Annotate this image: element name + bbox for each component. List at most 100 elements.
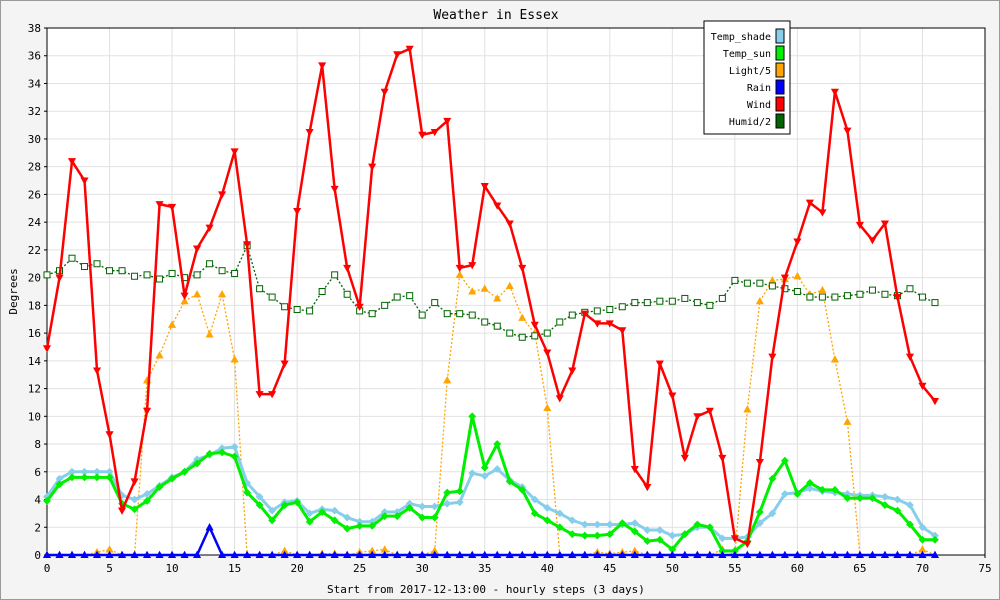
data-point-temp-sun (405, 503, 414, 512)
data-point-humid-2 (656, 297, 664, 305)
data-point-temp-shade (543, 503, 552, 512)
legend-swatch-temp-shade (775, 28, 785, 44)
plot-area (47, 28, 985, 555)
data-point-temp-sun (906, 520, 914, 529)
data-point-wind (42, 345, 52, 353)
data-point-wind (493, 202, 502, 210)
data-point-temp-sun (805, 478, 814, 487)
data-point-rain (168, 550, 177, 559)
data-point-temp-shade (130, 495, 139, 504)
x-tick-label: 45 (603, 562, 616, 575)
data-point-wind (92, 367, 102, 375)
data-point-rain (655, 550, 664, 559)
y-tick-label: 18 (28, 299, 41, 312)
data-point-rain (67, 550, 77, 559)
data-point-temp-shade (906, 501, 914, 509)
data-point-rain (430, 550, 439, 559)
data-point-humid-2 (256, 285, 264, 293)
y-tick-label: 36 (28, 50, 41, 63)
data-point-temp-sun (605, 530, 614, 539)
data-point-temp-shade (268, 506, 277, 515)
data-point-humid-2 (681, 294, 689, 302)
data-point-temp-sun (618, 519, 627, 528)
data-point-wind (705, 407, 714, 415)
data-point-humid-2 (93, 260, 101, 268)
data-point-rain (230, 550, 239, 559)
y-tick-label: 38 (28, 22, 41, 35)
data-point-temp-shade (468, 469, 477, 478)
data-point-rain (455, 550, 464, 559)
y-tick-label: 4 (34, 494, 41, 507)
data-point-light-5 (543, 403, 552, 412)
data-point-wind (568, 367, 577, 375)
data-point-light-5 (155, 351, 164, 359)
data-point-temp-shade (343, 513, 352, 522)
data-point-humid-2 (43, 271, 51, 279)
data-point-rain (443, 550, 452, 559)
x-tick-label: 0 (44, 562, 51, 575)
data-point-humid-2 (843, 292, 851, 300)
data-point-light-5 (468, 287, 477, 295)
x-tick-label: 30 (416, 562, 429, 575)
legend-swatch-rain (775, 79, 785, 95)
x-tick-label: 40 (541, 562, 554, 575)
data-point-wind (55, 274, 64, 282)
data-point-temp-shade (893, 495, 902, 504)
x-tick-label: 15 (228, 562, 241, 575)
data-point-rain (255, 550, 264, 559)
data-point-rain (780, 550, 789, 559)
data-point-wind (693, 413, 702, 421)
data-point-temp-sun (455, 487, 464, 496)
data-point-light-5 (443, 376, 452, 384)
data-point-temp-sun (343, 524, 352, 533)
data-point-light-5 (180, 296, 189, 305)
legend-swatch-wind (775, 96, 785, 112)
data-point-wind (418, 131, 427, 140)
data-point-rain (193, 550, 202, 559)
data-point-wind (830, 88, 839, 97)
data-point-temp-shade (305, 509, 314, 518)
data-point-light-5 (205, 330, 214, 338)
data-point-humid-2 (731, 276, 739, 284)
data-point-temp-sun (868, 494, 877, 503)
data-point-wind (255, 391, 264, 399)
x-tick-label: 35 (478, 562, 491, 575)
data-point-temp-shade (493, 465, 502, 473)
data-point-temp-sun (893, 506, 902, 515)
data-point-temp-sun (218, 448, 227, 457)
x-axis-label: Start from 2017-12-13:00 - hourly steps … (327, 583, 645, 596)
data-point-humid-2 (881, 290, 889, 298)
y-tick-label: 22 (28, 244, 41, 257)
data-point-temp-sun (568, 530, 577, 539)
data-point-temp-sun (443, 488, 452, 497)
data-point-temp-sun (255, 501, 264, 509)
data-point-humid-2 (281, 303, 289, 311)
data-point-rain (855, 550, 864, 559)
data-point-temp-sun (230, 452, 239, 461)
data-point-humid-2 (343, 290, 351, 298)
data-point-rain (218, 550, 227, 559)
data-point-wind (143, 407, 152, 415)
data-point-wind (543, 349, 552, 357)
data-point-rain (355, 550, 364, 559)
data-point-temp-sun (493, 440, 502, 448)
x-tick-label: 25 (353, 562, 366, 575)
data-point-temp-shade (443, 499, 452, 508)
data-point-rain (568, 550, 577, 559)
data-point-wind (643, 483, 652, 492)
data-point-temp-sun (655, 535, 664, 544)
data-point-rain (630, 550, 639, 559)
y-tick-label: 6 (34, 466, 41, 479)
data-point-rain (130, 550, 139, 559)
data-point-light-5 (793, 272, 802, 280)
data-point-wind (168, 203, 177, 212)
data-point-humid-2 (406, 292, 414, 300)
data-point-temp-sun (105, 473, 114, 482)
data-point-wind (480, 183, 489, 191)
data-point-temp-sun (130, 505, 139, 514)
data-point-rain (155, 550, 164, 559)
data-point-wind (755, 459, 764, 467)
data-point-temp-shade (881, 492, 889, 501)
data-point-wind (530, 321, 539, 330)
